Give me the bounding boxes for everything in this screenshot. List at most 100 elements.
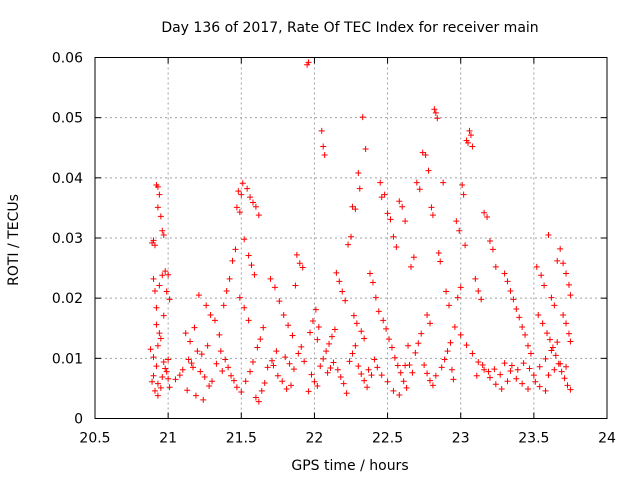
data-point	[330, 359, 337, 366]
data-point	[204, 342, 211, 349]
data-point	[238, 191, 245, 198]
data-point	[454, 294, 461, 301]
data-point	[355, 170, 362, 177]
chart-title: Day 136 of 2017, Rate Of TEC Index for r…	[161, 20, 538, 36]
data-point	[305, 59, 312, 66]
data-point	[162, 365, 169, 372]
data-point	[369, 279, 376, 286]
y-tick-label: 0.05	[52, 111, 83, 127]
data-point	[384, 378, 391, 385]
data-point	[532, 378, 539, 385]
data-point	[546, 336, 553, 343]
data-point	[282, 354, 289, 361]
data-point	[554, 339, 561, 346]
data-point	[283, 386, 290, 393]
data-point	[345, 241, 352, 248]
data-point	[481, 209, 488, 216]
data-point	[548, 294, 555, 301]
data-point	[184, 387, 191, 394]
data-point	[565, 330, 572, 337]
data-point	[233, 384, 240, 391]
data-point	[486, 238, 493, 245]
data-point	[163, 368, 170, 375]
data-point	[432, 372, 439, 379]
data-point	[348, 233, 354, 240]
data-point	[188, 360, 195, 367]
data-point	[426, 377, 433, 384]
data-point	[402, 362, 409, 369]
data-point	[381, 191, 388, 198]
data-point	[211, 317, 218, 324]
data-point	[525, 386, 532, 393]
data-point	[342, 297, 349, 304]
data-point	[149, 378, 156, 385]
y-axis-label: ROTI / TECUs	[6, 194, 22, 286]
data-point	[364, 384, 371, 391]
data-point	[160, 231, 167, 238]
data-point	[530, 372, 537, 379]
data-point	[233, 204, 240, 211]
data-point	[305, 388, 312, 395]
data-point	[271, 284, 278, 291]
data-point	[383, 325, 390, 332]
y-tick-label: 0.06	[52, 51, 83, 67]
data-point	[560, 260, 567, 267]
data-point	[343, 390, 350, 397]
data-point	[185, 356, 192, 363]
data-point	[412, 349, 419, 356]
data-point	[501, 360, 508, 367]
data-point	[478, 296, 485, 303]
data-point	[318, 127, 325, 134]
data-point	[157, 213, 164, 220]
data-point	[435, 250, 442, 257]
data-point	[367, 270, 374, 277]
data-point	[239, 180, 246, 187]
data-point	[444, 348, 451, 355]
data-point	[324, 369, 331, 376]
data-point	[165, 356, 172, 363]
data-point	[563, 363, 570, 370]
data-point	[441, 356, 448, 363]
data-point	[299, 264, 306, 271]
data-point	[309, 318, 316, 325]
data-point	[197, 368, 204, 375]
data-point	[371, 356, 378, 363]
data-point	[542, 355, 549, 362]
data-point	[191, 324, 198, 331]
data-point	[226, 275, 233, 282]
data-point	[362, 145, 369, 152]
data-point	[311, 378, 318, 385]
data-point	[157, 335, 164, 342]
data-point	[473, 372, 480, 379]
data-point	[270, 362, 277, 369]
data-point	[273, 348, 280, 355]
data-point	[252, 203, 259, 210]
data-point	[249, 358, 256, 365]
data-point	[545, 231, 552, 238]
data-point	[492, 263, 499, 270]
data-point	[492, 381, 499, 388]
data-point	[513, 375, 520, 382]
data-point	[519, 324, 526, 331]
data-point	[150, 372, 157, 379]
data-point	[320, 355, 327, 362]
data-point	[497, 371, 504, 378]
data-point	[154, 380, 161, 387]
data-point	[431, 106, 438, 113]
data-point	[182, 330, 189, 337]
data-point	[286, 360, 293, 367]
data-point	[317, 363, 324, 370]
data-point	[567, 292, 574, 299]
data-point	[557, 245, 564, 252]
data-point	[557, 360, 564, 367]
data-point	[292, 282, 299, 289]
data-point	[153, 321, 160, 328]
data-point	[159, 373, 166, 380]
data-point	[151, 387, 158, 394]
data-point	[508, 362, 515, 369]
data-point	[563, 270, 570, 277]
data-point	[440, 179, 447, 186]
data-point	[245, 252, 252, 259]
data-point	[486, 374, 493, 381]
data-point	[504, 378, 511, 385]
